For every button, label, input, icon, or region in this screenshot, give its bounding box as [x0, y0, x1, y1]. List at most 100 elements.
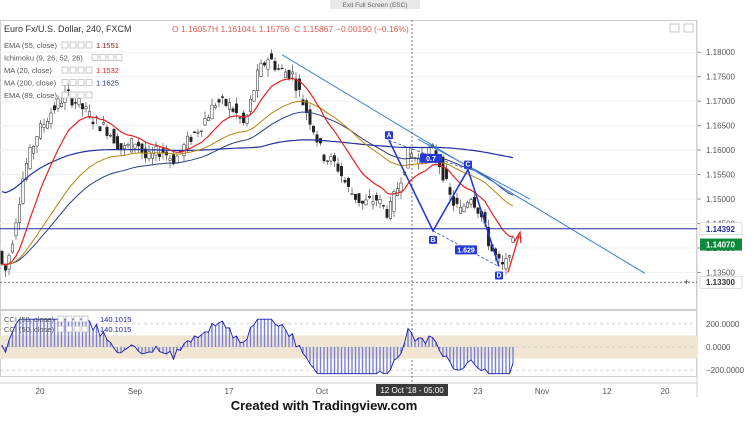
candle-body — [301, 99, 305, 106]
cci-legend-label[interactable]: CCI (50, close) — [4, 325, 55, 334]
candle-body — [200, 130, 203, 132]
legend-action-icon[interactable] — [99, 54, 107, 61]
candle-body — [60, 102, 63, 108]
legend-action-icon[interactable] — [61, 66, 69, 74]
candle-body — [84, 106, 88, 110]
plus-icon[interactable]: + — [684, 277, 689, 287]
exit-fullscreen-button[interactable] — [330, 0, 420, 9]
cci-axis[interactable]: 200.0000 0.0000 −200.0000 — [706, 320, 745, 375]
candle-body — [158, 153, 161, 157]
candle-body — [217, 99, 221, 103]
legend-action-icon[interactable] — [85, 66, 93, 74]
legend-action-icon[interactable] — [61, 91, 69, 99]
legend-action-icon[interactable] — [69, 91, 77, 99]
price-pane[interactable]: A B C D 0.7 1.629 — [0, 20, 697, 383]
candle-body — [508, 255, 511, 258]
screenshot-icon[interactable] — [669, 23, 680, 33]
candle-body — [119, 143, 123, 150]
top-right-icons[interactable] — [669, 23, 694, 33]
candle-body — [67, 89, 70, 91]
indicator-legend-label[interactable]: Ichimoku (9, 26, 52, 26) — [4, 54, 83, 63]
candle-body — [189, 136, 193, 142]
pattern-point-b[interactable]: B — [429, 235, 437, 244]
price-tick-label: 1.18000 — [706, 48, 735, 57]
candle-body — [459, 207, 462, 214]
legend-action-icon[interactable] — [107, 54, 115, 61]
candle-body — [259, 62, 263, 77]
fullscreen-icon[interactable] — [683, 23, 694, 33]
candle-body — [266, 59, 270, 70]
candle-body — [25, 163, 28, 180]
legend-action-icon[interactable] — [77, 41, 85, 49]
pattern-point-c[interactable]: C — [464, 160, 472, 169]
candle-body — [315, 134, 319, 143]
ma-200-line — [1, 139, 514, 194]
legend-action-icon[interactable] — [69, 66, 77, 74]
candle-body — [228, 102, 231, 110]
legend-action-icon[interactable] — [69, 79, 77, 86]
candle-body — [392, 191, 396, 212]
candle-body — [340, 166, 343, 177]
ohlc-change: −0.00190 (−0.16%) — [336, 24, 409, 34]
price-axis[interactable]: 1.18000 1.17500 1.17000 1.16500 1.16000 1.155… — [684, 48, 743, 289]
legend-action-icon[interactable] — [91, 54, 99, 61]
indicator-legend-label[interactable]: MA (20, close) — [4, 66, 52, 75]
legend-action-icon[interactable] — [61, 79, 69, 86]
indicator-legend-label[interactable]: MA (200, close) — [4, 79, 57, 88]
candle-body — [11, 243, 14, 253]
legend-action-icon[interactable] — [61, 41, 69, 49]
candle-body — [140, 143, 144, 153]
legend-action-icon[interactable] — [65, 325, 73, 333]
candle-body — [249, 98, 252, 112]
candle-body — [123, 145, 126, 149]
symbol-title: Euro Fx/U.S. Dollar, 240, FXCM — [4, 24, 132, 34]
cci-pane[interactable] — [0, 318, 697, 375]
candle-body — [28, 147, 32, 169]
legend-action-icon[interactable] — [77, 66, 85, 74]
pattern-point-label: A — [386, 132, 391, 139]
cci-legend-label[interactable]: CCI (50, close) — [4, 315, 55, 324]
candle-body — [32, 146, 35, 154]
legend-action-icon[interactable] — [77, 91, 85, 99]
legend-action-icon[interactable] — [73, 325, 81, 333]
pattern-point-a[interactable]: A — [385, 131, 393, 140]
candle-body — [305, 100, 308, 113]
legend-action-icon[interactable] — [77, 79, 85, 86]
legend-action-icon[interactable] — [85, 79, 93, 86]
candle-body — [504, 258, 508, 270]
projection-arrow — [507, 235, 520, 273]
legend-action-icon[interactable] — [115, 54, 123, 61]
indicator-legend-label[interactable]: EMA (89, close) — [4, 91, 57, 100]
pattern-point-d[interactable]: D — [495, 271, 503, 280]
legend-action-icon[interactable] — [65, 315, 73, 323]
candle-body — [378, 199, 382, 204]
time-tick-label: Sep — [128, 387, 143, 396]
candle-body — [126, 144, 130, 146]
projection-arrow-head — [513, 230, 522, 244]
time-axis[interactable]: 20 Sep 17 Oct 23 Nov 12 20 12 Oct '18 - 05:00 — [0, 382, 697, 396]
trendline-lower[interactable] — [417, 138, 531, 200]
legend-action-icon[interactable] — [69, 41, 77, 49]
candle-body — [312, 125, 315, 133]
candle-body — [280, 67, 284, 70]
legend-action-icon[interactable] — [73, 315, 81, 323]
candle-body — [354, 194, 357, 200]
candle-body — [294, 78, 298, 91]
legend-action-icon[interactable] — [85, 41, 93, 49]
candle-body — [112, 129, 116, 144]
legend-action-icon[interactable] — [57, 315, 65, 323]
legend-action-icon[interactable] — [57, 325, 65, 333]
candle-body — [210, 104, 214, 120]
indicator-legend-label[interactable]: EMA (55, close) — [4, 41, 57, 50]
candle-body — [214, 105, 217, 108]
abcd-pattern[interactable] — [388, 139, 500, 267]
candle-body — [501, 261, 504, 265]
legend-action-icon[interactable] — [81, 315, 89, 323]
legend-action-icon[interactable] — [81, 325, 89, 333]
candle-body — [238, 117, 242, 119]
candle-body — [39, 123, 42, 139]
legend-action-icon[interactable] — [85, 91, 93, 99]
candle-body — [476, 207, 480, 214]
candle-body — [298, 78, 301, 90]
ohlc-low: L 1.15756 — [252, 24, 290, 34]
